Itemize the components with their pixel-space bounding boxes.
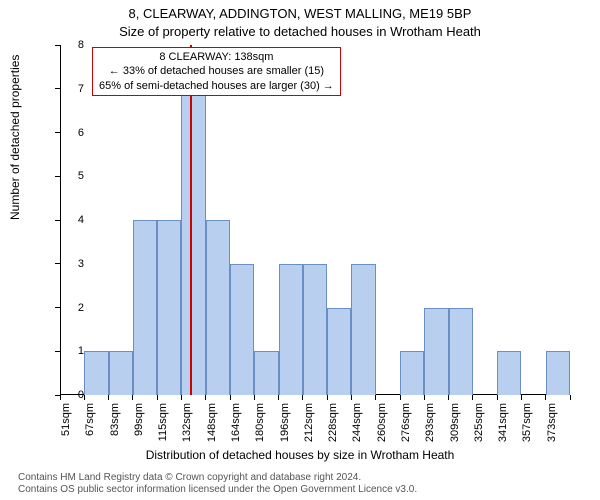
x-tick-label: 244sqm [351, 403, 363, 443]
histogram-bar [84, 351, 108, 395]
x-tick-label: 196sqm [279, 403, 291, 443]
x-tick-label: 309sqm [449, 403, 461, 443]
histogram-bar [303, 264, 327, 395]
x-tick-label: 212sqm [303, 403, 315, 443]
footer-attribution: Contains HM Land Registry data © Crown c… [18, 472, 417, 496]
x-tick-label: 357sqm [521, 403, 533, 443]
annotation-callout: 8 CLEARWAY: 138sqm ← 33% of detached hou… [92, 47, 341, 96]
histogram-bar [546, 351, 570, 395]
x-tick-label: 132sqm [181, 403, 193, 443]
histogram-bar [424, 308, 448, 396]
y-axis-label: Number of detached properties [8, 55, 22, 220]
x-tick-label: 83sqm [109, 403, 121, 443]
y-tick-label: 2 [78, 302, 84, 314]
x-tick-label: 164sqm [230, 403, 242, 443]
annotation-line1: 8 CLEARWAY: 138sqm [99, 50, 334, 64]
title-description: Size of property relative to detached ho… [0, 24, 600, 39]
histogram-bar [157, 220, 181, 395]
histogram-bar [400, 351, 424, 395]
histogram-bar [133, 220, 157, 395]
x-tick-label: 325sqm [473, 403, 485, 443]
histogram-bar [351, 264, 375, 395]
y-tick-label: 4 [78, 214, 84, 226]
x-axis-label: Distribution of detached houses by size … [0, 448, 600, 462]
x-tick-label: 99sqm [133, 403, 145, 443]
histogram-bar [109, 351, 133, 395]
y-tick-label: 6 [78, 127, 84, 139]
y-tick-label: 5 [78, 170, 84, 182]
x-tick-label: 180sqm [254, 403, 266, 443]
y-tick-label: 8 [78, 39, 84, 51]
x-tick-label: 276sqm [400, 403, 412, 443]
chart-container: 8, CLEARWAY, ADDINGTON, WEST MALLING, ME… [0, 0, 600, 500]
x-tick-label: 293sqm [424, 403, 436, 443]
footer-line1: Contains HM Land Registry data © Crown c… [18, 472, 417, 484]
x-tick-label: 260sqm [376, 403, 388, 443]
x-tick-label: 51sqm [60, 403, 72, 443]
x-tick-label: 341sqm [497, 403, 509, 443]
histogram-bar [206, 220, 230, 395]
histogram-bar [230, 264, 254, 395]
x-tick-label: 373sqm [546, 403, 558, 443]
histogram-bar [254, 351, 278, 395]
annotation-line2: ← 33% of detached houses are smaller (15… [99, 64, 334, 78]
histogram-bar [327, 308, 351, 396]
y-tick-label: 0 [78, 389, 84, 401]
highlight-marker [190, 45, 192, 395]
x-tick-label: 67sqm [84, 403, 96, 443]
footer-line2: Contains OS public sector information li… [18, 484, 417, 496]
plot-area [60, 45, 570, 395]
histogram-bar [497, 351, 521, 395]
title-address: 8, CLEARWAY, ADDINGTON, WEST MALLING, ME… [0, 6, 600, 21]
annotation-line3: 65% of semi-detached houses are larger (… [99, 79, 334, 93]
y-tick-label: 7 [78, 83, 84, 95]
y-tick-label: 3 [78, 258, 84, 270]
histogram-bar [449, 308, 473, 396]
y-tick-label: 1 [78, 345, 84, 357]
chart-area [60, 45, 570, 395]
x-tick-label: 148sqm [206, 403, 218, 443]
x-tick-label: 228sqm [327, 403, 339, 443]
histogram-bar [181, 89, 205, 395]
x-tick-label: 115sqm [157, 403, 169, 443]
histogram-bar [279, 264, 303, 395]
